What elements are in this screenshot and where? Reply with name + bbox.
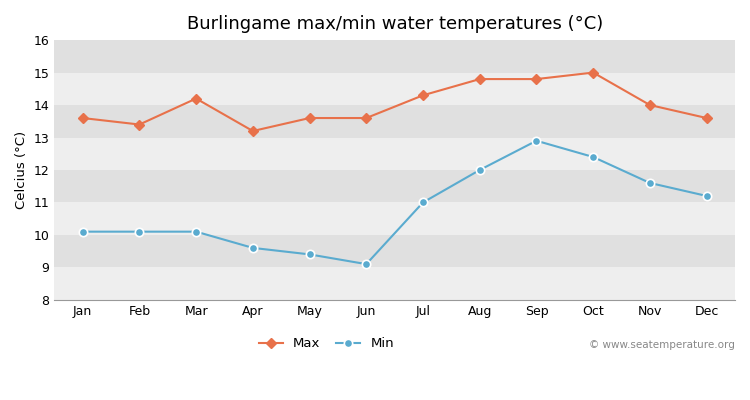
Title: Burlingame max/min water temperatures (°C): Burlingame max/min water temperatures (°… <box>187 15 603 33</box>
Bar <box>54 105 735 138</box>
Text: © www.seatemperature.org: © www.seatemperature.org <box>590 340 735 350</box>
Bar <box>54 138 735 170</box>
Y-axis label: Celcius (°C): Celcius (°C) <box>15 131 28 209</box>
Bar <box>54 40 735 72</box>
Bar <box>54 170 735 202</box>
Bar <box>54 235 735 267</box>
Bar <box>54 267 735 300</box>
Bar <box>54 72 735 105</box>
Bar <box>54 202 735 235</box>
Legend: Max, Min: Max, Min <box>259 337 394 350</box>
